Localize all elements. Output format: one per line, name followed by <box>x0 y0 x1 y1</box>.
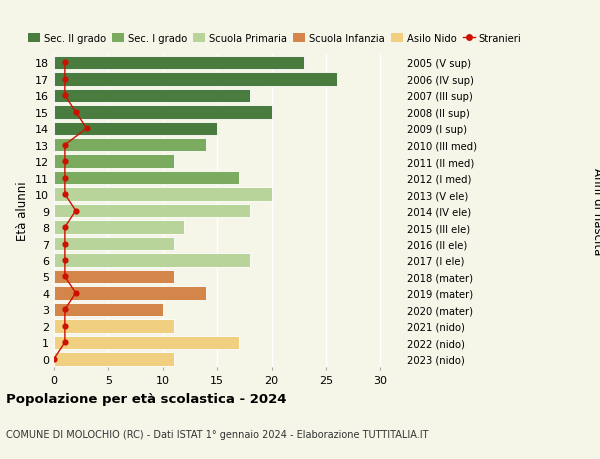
Point <box>60 60 70 67</box>
Point <box>60 273 70 280</box>
Text: Anni di nascita: Anni di nascita <box>590 168 600 255</box>
Point <box>71 207 80 215</box>
Text: Popolazione per età scolastica - 2024: Popolazione per età scolastica - 2024 <box>6 392 287 405</box>
Point <box>60 142 70 149</box>
Point <box>60 241 70 248</box>
Point <box>60 76 70 84</box>
Point <box>82 125 91 133</box>
Y-axis label: Età alunni: Età alunni <box>16 181 29 241</box>
Bar <box>54 106 271 119</box>
Bar <box>54 139 206 152</box>
Bar <box>54 237 173 251</box>
Point <box>71 290 80 297</box>
Bar <box>54 352 173 366</box>
Bar <box>54 270 173 284</box>
Bar <box>54 188 271 202</box>
Point <box>49 355 59 363</box>
Bar <box>54 254 250 267</box>
Bar <box>54 122 217 136</box>
Point <box>60 92 70 100</box>
Point <box>60 339 70 346</box>
Point <box>60 323 70 330</box>
Bar <box>54 336 239 349</box>
Point <box>60 257 70 264</box>
Bar <box>54 172 239 185</box>
Point <box>60 224 70 231</box>
Legend: Sec. II grado, Sec. I grado, Scuola Primaria, Scuola Infanzia, Asilo Nido, Stran: Sec. II grado, Sec. I grado, Scuola Prim… <box>28 34 521 44</box>
Bar <box>54 286 206 300</box>
Bar <box>54 319 173 333</box>
Point <box>60 306 70 313</box>
Bar <box>54 303 163 316</box>
Bar <box>54 204 250 218</box>
Bar <box>54 221 185 234</box>
Point <box>60 191 70 198</box>
Bar <box>54 155 173 168</box>
Point <box>71 109 80 116</box>
Point <box>60 174 70 182</box>
Bar <box>54 56 304 70</box>
Point <box>60 158 70 166</box>
Bar <box>54 73 337 86</box>
Bar <box>54 90 250 103</box>
Text: COMUNE DI MOLOCHIO (RC) - Dati ISTAT 1° gennaio 2024 - Elaborazione TUTTITALIA.I: COMUNE DI MOLOCHIO (RC) - Dati ISTAT 1° … <box>6 429 428 439</box>
